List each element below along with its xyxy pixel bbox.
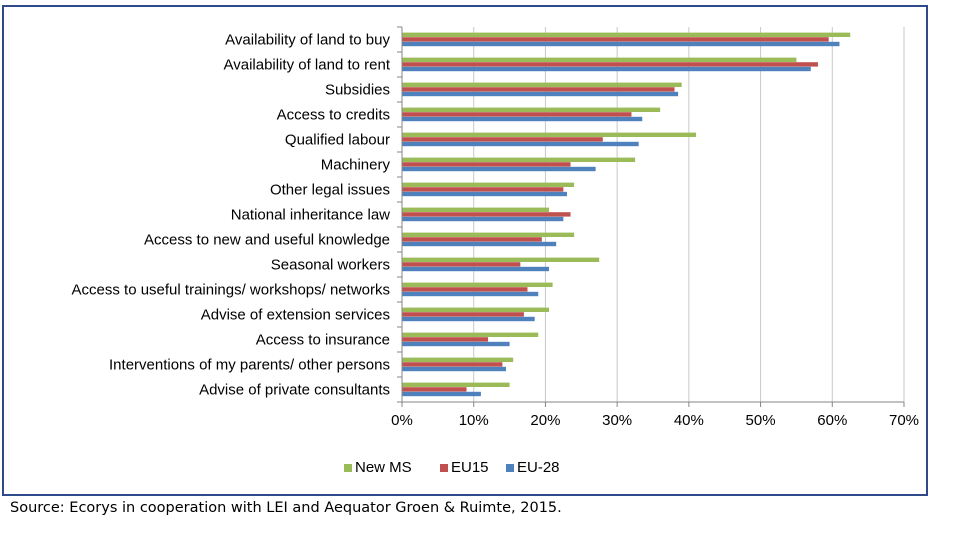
bar-eu15-access-to-useful-trainings-workshops-networks — [402, 287, 528, 292]
bar-eu15-qualified-labour — [402, 137, 603, 142]
category-label-seasonal-workers: Seasonal workers — [271, 257, 390, 274]
bar-eu-28-advise-of-private-consultants — [402, 391, 481, 397]
bar-eu15-subsidies — [402, 87, 675, 92]
bar-eu-28-seasonal-workers — [402, 266, 550, 272]
category-label-access-to-new-and-useful-knowledge: Access to new and useful knowledge — [144, 232, 390, 249]
bar-new-ms-availability-of-land-to-rent — [402, 57, 797, 62]
x-tick-label-50: 50% — [746, 412, 776, 429]
bar-new-ms-interventions-of-my-parents-other-persons — [402, 357, 514, 362]
bar-eu-28-access-to-credits — [402, 116, 643, 122]
bar-eu-28-interventions-of-my-parents-other-persons — [402, 366, 506, 372]
bar-eu15-seasonal-workers — [402, 262, 521, 267]
bar-eu-28-access-to-useful-trainings-workshops-networks — [402, 291, 539, 297]
bar-new-ms-availability-of-land-to-buy — [402, 32, 851, 37]
bar-eu15-advise-of-extension-services — [402, 312, 524, 317]
bar-eu-28-availability-of-land-to-rent — [402, 66, 811, 72]
source-note: Source: Ecorys in cooperation with LEI a… — [10, 500, 562, 516]
chart-frame: Availability of land to buy Availability … — [2, 5, 928, 496]
category-label-advise-of-extension-services: Advise of extension services — [201, 307, 390, 324]
category-label-qualified-labour: Qualified labour — [285, 132, 390, 149]
bar-new-ms-seasonal-workers — [402, 257, 600, 262]
legend-label-eu-28: EU-28 — [517, 459, 560, 476]
x-tick-label-60: 60% — [817, 412, 847, 429]
bar-new-ms-subsidies — [402, 82, 682, 87]
legend-swatch-eu15 — [440, 464, 448, 472]
category-label-access-to-insurance: Access to insurance — [256, 332, 390, 349]
x-tick-label-70: 70% — [889, 412, 919, 429]
bar-new-ms-access-to-useful-trainings-workshops-networks — [402, 282, 553, 287]
category-label-machinery: Machinery — [321, 157, 391, 174]
bar-eu15-access-to-credits — [402, 112, 632, 117]
bar-chart: Availability of land to buy Availability … — [72, 26, 919, 476]
bar-eu-28-other-legal-issues — [402, 191, 567, 197]
legend-label-eu15: EU15 — [451, 459, 489, 476]
bar-eu-28-availability-of-land-to-buy — [402, 41, 840, 47]
bar-new-ms-national-inheritance-law — [402, 207, 550, 212]
bar-eu-28-advise-of-extension-services — [402, 316, 535, 322]
bar-eu15-advise-of-private-consultants — [402, 387, 467, 392]
bar-eu15-other-legal-issues — [402, 187, 564, 192]
bar-new-ms-qualified-labour — [402, 132, 697, 137]
bar-new-ms-advise-of-private-consultants — [402, 382, 510, 387]
bar-new-ms-access-to-insurance — [402, 332, 539, 337]
x-tick-label-40: 40% — [674, 412, 704, 429]
category-label-access-to-credits: Access to credits — [277, 107, 390, 124]
bar-new-ms-access-to-new-and-useful-knowledge — [402, 232, 575, 237]
bar-eu15-availability-of-land-to-rent — [402, 62, 818, 67]
category-label-access-to-useful-trainings-workshops-networks: Access to useful trainings/ workshops/ n… — [72, 282, 390, 299]
x-tick-label-30: 30% — [602, 412, 632, 429]
bar-new-ms-advise-of-extension-services — [402, 307, 550, 312]
bar-new-ms-other-legal-issues — [402, 182, 575, 187]
category-label-advise-of-private-consultants: Advise of private consultants — [199, 382, 390, 399]
category-label-availability-of-land-to-buy: Availability of land to buy — [225, 32, 390, 49]
x-tick-label-20: 20% — [530, 412, 560, 429]
bar-eu15-machinery — [402, 162, 571, 167]
bar-eu-28-qualified-labour — [402, 141, 639, 147]
bar-eu15-national-inheritance-law — [402, 212, 571, 217]
legend-swatch-eu-28 — [506, 464, 514, 472]
bar-eu15-interventions-of-my-parents-other-persons — [402, 362, 503, 367]
legend-swatch-new-ms — [344, 464, 352, 472]
bar-eu-28-subsidies — [402, 91, 679, 97]
category-label-national-inheritance-law: National inheritance law — [231, 207, 390, 224]
bar-new-ms-access-to-credits — [402, 107, 661, 112]
bar-eu-28-national-inheritance-law — [402, 216, 564, 222]
bar-eu-28-machinery — [402, 166, 596, 172]
bar-eu15-access-to-insurance — [402, 337, 489, 342]
bar-eu15-access-to-new-and-useful-knowledge — [402, 237, 542, 242]
x-tick-label-0: 0% — [391, 412, 413, 429]
bar-eu15-availability-of-land-to-buy — [402, 37, 829, 42]
bar-new-ms-machinery — [402, 157, 636, 162]
category-label-other-legal-issues: Other legal issues — [270, 182, 390, 199]
legend-label-new-ms: New MS — [355, 459, 412, 476]
category-label-subsidies: Subsidies — [325, 82, 390, 99]
category-label-interventions-of-my-parents-other-persons: Interventions of my parents/ other perso… — [109, 357, 390, 374]
bar-eu-28-access-to-insurance — [402, 341, 510, 347]
category-label-availability-of-land-to-rent: Availability of land to rent — [224, 57, 391, 74]
bar-eu-28-access-to-new-and-useful-knowledge — [402, 241, 557, 247]
x-tick-label-10: 10% — [459, 412, 489, 429]
